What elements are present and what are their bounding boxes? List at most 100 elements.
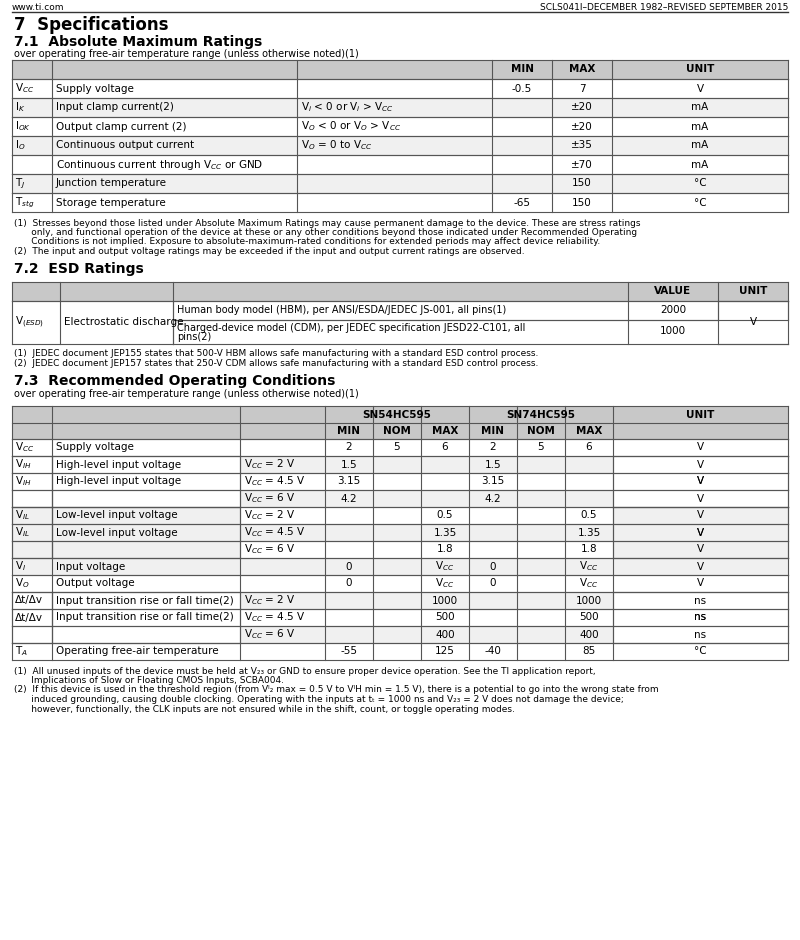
Text: Input transition rise or fall time(2): Input transition rise or fall time(2) xyxy=(56,613,234,622)
Text: V$_{CC}$ = 2 V: V$_{CC}$ = 2 V xyxy=(244,458,296,471)
Text: 0: 0 xyxy=(490,578,496,588)
Text: MAX: MAX xyxy=(569,65,595,74)
Text: mA: mA xyxy=(691,160,709,169)
Text: pins(2): pins(2) xyxy=(177,333,211,342)
Text: 1.8: 1.8 xyxy=(581,544,598,555)
Bar xyxy=(12,406,788,439)
Text: T$_{stg}$: T$_{stg}$ xyxy=(15,196,34,210)
Text: MAX: MAX xyxy=(576,426,602,436)
Text: T$_J$: T$_J$ xyxy=(15,177,26,191)
Bar xyxy=(12,609,788,626)
Text: 1000: 1000 xyxy=(576,596,602,605)
Text: V: V xyxy=(697,460,704,469)
Text: I$_O$: I$_O$ xyxy=(15,138,26,152)
Bar xyxy=(12,456,788,473)
Text: (1)  Stresses beyond those listed under Absolute Maximum Ratings may cause perma: (1) Stresses beyond those listed under A… xyxy=(14,218,641,227)
Bar xyxy=(12,60,788,79)
Text: induced grounding, causing double clocking. Operating with the inputs at tₜ = 10: induced grounding, causing double clocki… xyxy=(14,695,624,704)
Text: VALUE: VALUE xyxy=(654,286,691,296)
Text: -40: -40 xyxy=(485,647,502,656)
Bar xyxy=(12,456,52,507)
Bar xyxy=(12,507,52,558)
Text: SN54HC595: SN54HC595 xyxy=(362,410,431,419)
Bar xyxy=(12,507,788,524)
Text: Input voltage: Input voltage xyxy=(56,561,126,572)
Bar xyxy=(628,320,718,343)
Text: V$_{(ESD)}$: V$_{(ESD)}$ xyxy=(15,314,44,330)
Text: 6: 6 xyxy=(586,443,592,452)
Text: ns: ns xyxy=(694,630,706,639)
Text: V$_I$: V$_I$ xyxy=(15,559,26,573)
Bar xyxy=(12,575,788,592)
Text: MAX: MAX xyxy=(432,426,458,436)
Text: Supply voltage: Supply voltage xyxy=(56,443,134,452)
Text: 1.5: 1.5 xyxy=(485,460,502,469)
Text: 2000: 2000 xyxy=(660,305,686,315)
Bar xyxy=(12,524,788,541)
Text: (1)  All unused inputs of the device must be held at V₂₃ or GND to ensure proper: (1) All unused inputs of the device must… xyxy=(14,666,596,676)
Text: V$_{IL}$: V$_{IL}$ xyxy=(15,525,30,540)
Text: 7.1  Absolute Maximum Ratings: 7.1 Absolute Maximum Ratings xyxy=(14,35,262,49)
Text: V$_{CC}$ = 4.5 V: V$_{CC}$ = 4.5 V xyxy=(244,525,306,540)
Text: V$_{CC}$ = 2 V: V$_{CC}$ = 2 V xyxy=(244,593,296,607)
Text: NOM: NOM xyxy=(527,426,555,436)
Text: V$_{CC}$ = 6 V: V$_{CC}$ = 6 V xyxy=(244,542,296,556)
Text: °C: °C xyxy=(694,197,706,208)
Text: (2)  The input and output voltage ratings may be exceeded if the input and outpu: (2) The input and output voltage ratings… xyxy=(14,247,525,256)
Text: 125: 125 xyxy=(435,647,455,656)
Bar xyxy=(12,473,788,490)
Bar xyxy=(173,301,628,320)
Text: ±20: ±20 xyxy=(571,121,593,132)
Text: 7  Specifications: 7 Specifications xyxy=(14,16,169,34)
Text: V: V xyxy=(697,494,704,504)
Text: 1.5: 1.5 xyxy=(341,460,358,469)
Text: V: V xyxy=(697,578,704,588)
Text: Δt/Δv: Δt/Δv xyxy=(15,613,43,622)
Bar xyxy=(12,301,60,343)
Text: Operating free-air temperature: Operating free-air temperature xyxy=(56,647,218,656)
Bar xyxy=(12,643,788,660)
Bar xyxy=(12,193,788,212)
Text: MIN: MIN xyxy=(482,426,505,436)
Text: V$_{CC}$: V$_{CC}$ xyxy=(579,576,598,590)
Text: °C: °C xyxy=(694,179,706,189)
Text: V: V xyxy=(697,443,704,452)
Text: 0: 0 xyxy=(490,561,496,572)
Bar xyxy=(718,301,788,343)
Text: High-level input voltage: High-level input voltage xyxy=(56,460,181,469)
Text: 500: 500 xyxy=(435,613,455,622)
Text: V: V xyxy=(697,510,704,521)
Text: 500: 500 xyxy=(579,613,599,622)
Text: 1.35: 1.35 xyxy=(578,527,601,538)
Bar xyxy=(60,301,173,343)
Text: V: V xyxy=(697,527,704,538)
Text: ns: ns xyxy=(694,613,706,622)
Text: 150: 150 xyxy=(572,197,592,208)
Text: SCLS041I–DECEMBER 1982–REVISED SEPTEMBER 2015: SCLS041I–DECEMBER 1982–REVISED SEPTEMBER… xyxy=(540,3,788,11)
Bar xyxy=(12,490,788,507)
Text: over operating free-air temperature range (unless otherwise noted)(1): over operating free-air temperature rang… xyxy=(14,389,358,399)
Text: Conditions is not implied. Exposure to absolute-maximum-rated conditions for ext: Conditions is not implied. Exposure to a… xyxy=(14,238,600,246)
Text: Low-level input voltage: Low-level input voltage xyxy=(56,527,178,538)
Text: V: V xyxy=(697,527,704,538)
Text: UNIT: UNIT xyxy=(686,65,714,74)
Text: Input clamp current(2): Input clamp current(2) xyxy=(56,102,174,113)
Text: 0: 0 xyxy=(346,561,352,572)
Text: (1)  JEDEC document JEP155 states that 500-V HBM allows safe manufacturing with : (1) JEDEC document JEP155 states that 50… xyxy=(14,349,538,358)
Text: 7.2  ESD Ratings: 7.2 ESD Ratings xyxy=(14,262,144,276)
Text: only, and functional operation of the device at these or any other conditions be: only, and functional operation of the de… xyxy=(14,228,637,237)
Text: 2: 2 xyxy=(490,443,496,452)
Text: V: V xyxy=(697,477,704,487)
Text: Output clamp current (2): Output clamp current (2) xyxy=(56,121,186,132)
Bar xyxy=(173,320,628,343)
Bar xyxy=(613,456,788,507)
Text: Electrostatic discharge: Electrostatic discharge xyxy=(64,317,183,327)
Text: V$_{IH}$: V$_{IH}$ xyxy=(15,458,32,471)
Text: 1.35: 1.35 xyxy=(434,527,457,538)
Text: Input transition rise or fall time(2): Input transition rise or fall time(2) xyxy=(56,596,234,605)
Text: V$_{CC}$ = 4.5 V: V$_{CC}$ = 4.5 V xyxy=(244,611,306,624)
Text: over operating free-air temperature range (unless otherwise noted)(1): over operating free-air temperature rang… xyxy=(14,49,358,59)
Text: ±35: ±35 xyxy=(571,140,593,150)
Text: ns: ns xyxy=(694,596,706,605)
Text: MIN: MIN xyxy=(510,65,534,74)
